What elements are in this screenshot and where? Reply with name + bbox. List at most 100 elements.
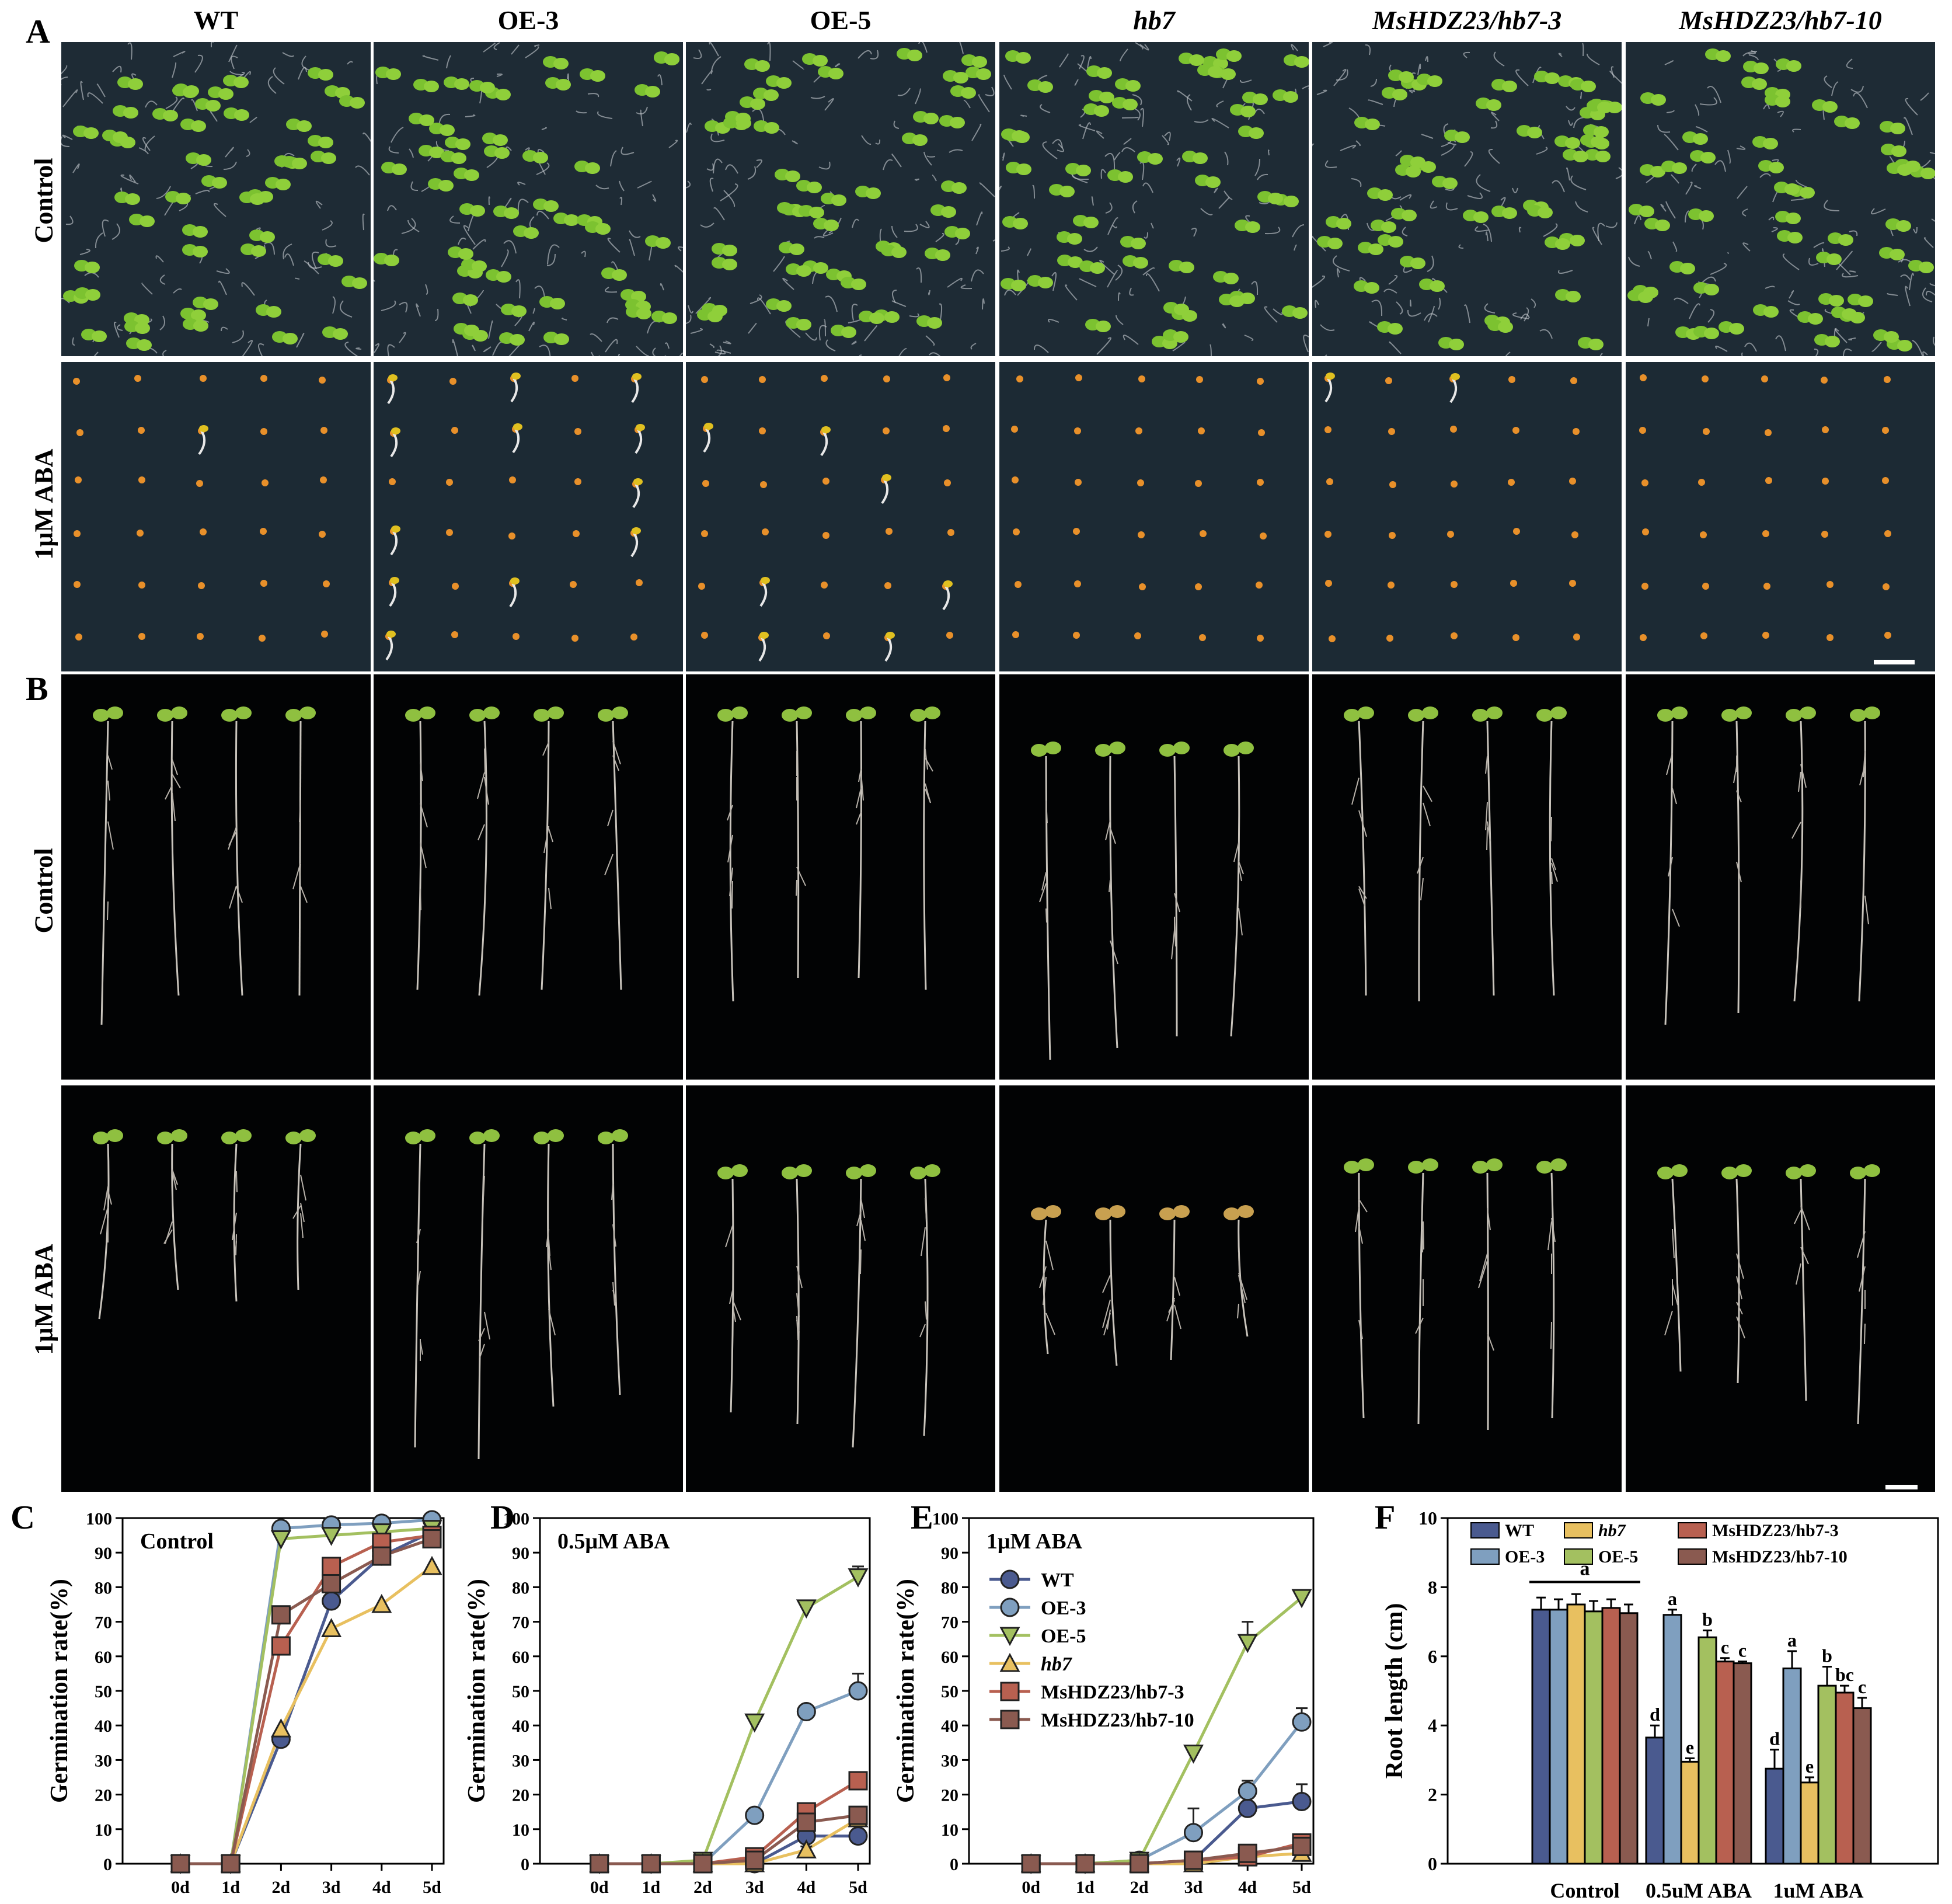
panel-b-photo-aba-4 [999,1085,1309,1492]
chart-d-data-point [744,1853,765,1872]
chart-c-data-point [322,1515,341,1535]
chart-c-data-point [371,1593,392,1613]
chart-f-category-label: Control [1550,1879,1619,1902]
chart-e-ytick-label: 50 [941,1682,958,1701]
chart-e-data-point [1183,1850,1203,1870]
chart-d-title: 0.5μM ABA [557,1529,670,1554]
chart-d-data-point [848,1826,868,1846]
chart-e-data-point [1238,1798,1257,1818]
chart-c-data-point [271,1519,291,1538]
chart-e-legend-marker [999,1627,1020,1647]
chart-e-data-point [1129,1853,1150,1872]
chart-e-data-point [1075,1854,1095,1874]
chart-e-data-point [1075,1853,1096,1872]
chart-e-data-point [1183,1745,1204,1764]
chart-f-bar [1584,1610,1604,1865]
chart-e-legend-label: MsHDZ23/hb7-3 [1041,1682,1184,1703]
chart-c-ytick-label: 40 [95,1717,112,1736]
chart-e-data-point [1238,1847,1257,1867]
chart-e-data-point [1292,1712,1312,1732]
panel-a-photo-aba-6 [1626,362,1935,671]
chart-f-bar [1619,1612,1639,1865]
chart-e-data-point [1183,1850,1203,1870]
chart-e-data-point [1075,1854,1095,1874]
chart-c-data-point [221,1854,240,1874]
chart-d-ytick-label: 30 [512,1751,529,1770]
chart-c-ytick-label: 100 [86,1509,112,1529]
chart-e-legend-marker [1000,1710,1020,1729]
panel-a-photo-control-1 [61,42,371,356]
chart-d-data-point [848,1808,869,1828]
chart-c-data-point [372,1546,392,1566]
chart-c-xtick-label: 2d [272,1878,291,1897]
chart-f-significance-letter: e [1805,1756,1814,1777]
chart-d-ytick-label: 60 [512,1648,529,1667]
chart-f-bar [1549,1609,1568,1865]
chart-d-data-point [692,1851,713,1871]
column-header-hb7: hb7 [1133,5,1175,35]
chart-d-xtick-label: 5d [849,1878,867,1897]
chart-e-data-point [1291,1843,1312,1862]
chart-c-ytick-label: 20 [95,1786,112,1805]
chart-c-data-point [270,1530,291,1550]
chart-c-ytick-label: 80 [95,1578,112,1597]
chart-c-data-point [321,1618,342,1637]
chart-f-bar [1800,1781,1819,1865]
chart-f-significance-letter: b [1822,1645,1832,1666]
panel-a-scale-bar [1874,660,1915,664]
column-header-mshdz23-hb7-10: MsHDZ23/hb7-10 [1679,5,1882,35]
chart-e-series-line [1031,1596,1303,1865]
chart-e-data-point [1291,1589,1312,1609]
chart-c-data-point [220,1853,241,1872]
chart-f-legend-label: hb7 [1598,1521,1626,1540]
chart-e-data-point [1075,1855,1096,1875]
panel-b-photo-aba-3 [686,1085,995,1492]
chart-d-data-point [589,1855,610,1875]
chart-e-data-point [1129,1851,1150,1871]
chart-c-data-point [422,1522,442,1542]
chart-c-data-point [220,1855,241,1875]
chart-f-ytick-label: 6 [1428,1646,1437,1667]
chart-c-series-line [180,1518,433,1865]
chart-d-data-point [640,1855,661,1875]
chart-c-data-point [221,1854,240,1874]
chart-e-frame [968,1517,1315,1865]
panel-a-photo-aba-3 [686,362,995,671]
chart-d-series-line [599,1689,859,1865]
panel-b-photo-control-3 [686,674,995,1080]
chart-e-ytick-label: 20 [941,1786,958,1805]
chart-e-data-point [1183,1823,1203,1843]
chart-c-data-point [422,1529,442,1549]
panel-b-photo-control-5 [1312,674,1622,1080]
chart-f-bar [1835,1691,1855,1865]
chart-e-legend-marker [1000,1569,1020,1589]
chart-c-title: Control [140,1529,214,1554]
chart-d-frame [539,1517,871,1865]
chart-e-data-point [1130,1850,1149,1870]
chart-e-ytick-label: 30 [941,1751,958,1770]
chart-f-bar [1782,1668,1802,1865]
chart-e-xtick-label: 3d [1184,1878,1203,1897]
chart-c-data-point [322,1557,341,1576]
chart-e-data-point [1021,1854,1041,1874]
chart-e-ytick-label: 0 [950,1855,958,1874]
chart-f-significance-letter: c [1721,1637,1729,1658]
chart-f-significance-letter: c [1858,1676,1866,1697]
chart-d-data-point [590,1854,609,1874]
chart-f-category-label: 1uM ABA [1773,1879,1863,1902]
chart-c-data-point [170,1853,191,1872]
panel-a-letter: A [26,12,50,50]
panel-a-photo-aba-4 [999,362,1309,671]
chart-c-data-point [322,1591,341,1611]
chart-d-xtick-label: 4d [797,1878,815,1897]
chart-e-xtick-label: 2d [1130,1878,1149,1897]
chart-f-frame [1446,1517,1939,1865]
chart-d-data-point [693,1854,713,1874]
chart-e-data-point [1238,1781,1257,1801]
chart-e-legend-label: OE-3 [1041,1597,1086,1619]
chart-f-bar [1662,1614,1682,1865]
chart-d-ytick-label: 40 [512,1717,529,1736]
chart-c-xtick-label: 4d [372,1878,391,1897]
chart-c-ytick-label: 0 [103,1855,112,1874]
chart-f-legend-swatch [1564,1548,1593,1565]
